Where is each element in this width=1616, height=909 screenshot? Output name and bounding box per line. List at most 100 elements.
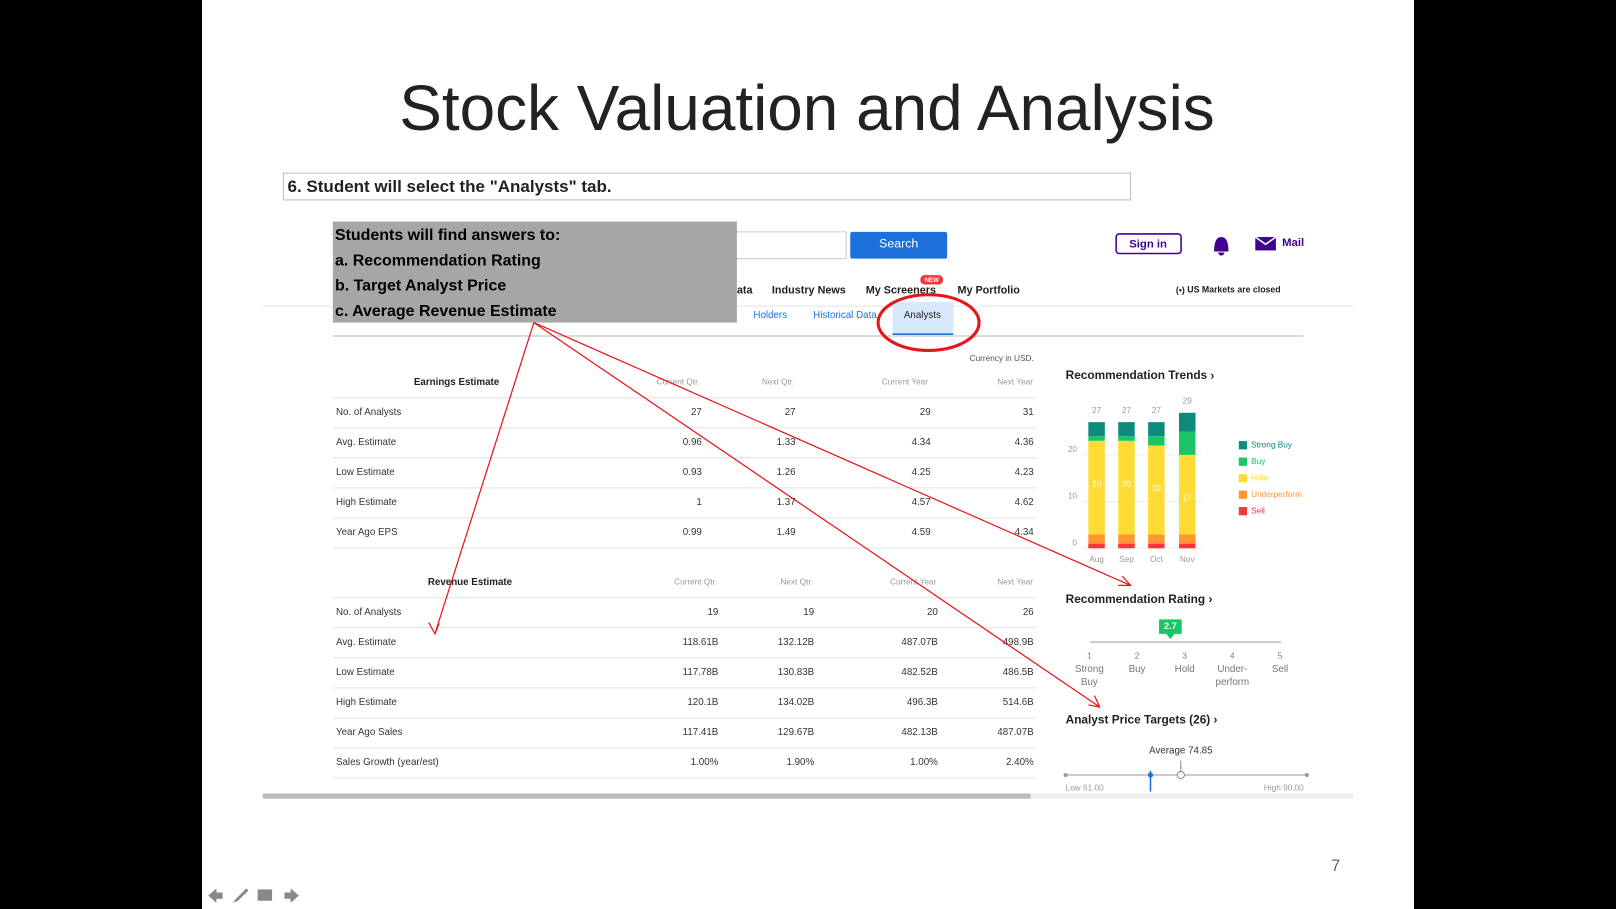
scale-label: Buy: [1129, 664, 1146, 675]
bar-segment: [1118, 534, 1135, 544]
legend-swatch: [1238, 507, 1248, 516]
rating-value: 2.7: [1164, 621, 1177, 631]
page-number: 7: [1331, 857, 1340, 875]
search-button[interactable]: [850, 231, 948, 259]
target-label: Low 61.00: [1066, 784, 1104, 793]
scale-label: 4: [1230, 652, 1235, 661]
trends-chart: 0 10 20 20 27 Aug 20 27 Sep 19 27 Oct 17 29 Nov Strong …: [1068, 397, 1302, 564]
rating-title[interactable]: Recommendation Rating ›: [1066, 592, 1213, 606]
x-tick-label: Sep: [1119, 555, 1134, 564]
cell: 487.07B: [997, 727, 1034, 738]
row-label: Avg. Estimate: [336, 637, 396, 648]
bar-segment: [1179, 454, 1196, 535]
current-dot: [1147, 772, 1154, 778]
price-targets: Average 74.85 Low 61.00 High 90.00: [1063, 745, 1309, 793]
bar-segment: [1179, 412, 1196, 432]
scale-label: 3: [1182, 652, 1187, 661]
cell: 486.5B: [1003, 667, 1034, 678]
legend-swatch: [1238, 441, 1248, 450]
cell: 4.59: [912, 527, 931, 538]
pen-icon[interactable]: [232, 888, 249, 903]
y-tick-label: 20: [1068, 445, 1078, 454]
cell: 514.6B: [1003, 697, 1034, 708]
scale-label: 2: [1135, 652, 1140, 661]
nav-item[interactable]: ata: [737, 284, 754, 296]
rating-bubble: [1159, 619, 1182, 639]
scroll-thumb[interactable]: [262, 793, 1031, 799]
nav-item[interactable]: Industry News: [772, 284, 846, 296]
mail-label[interactable]: Mail: [1282, 237, 1304, 249]
scale-label: perform: [1216, 677, 1250, 688]
bar-segment: [1088, 534, 1105, 544]
trends-title[interactable]: Recommendation Trends ›: [1066, 368, 1215, 382]
target-label-value: 74.85: [1188, 745, 1213, 756]
bar-total: 27: [1092, 406, 1102, 415]
cell: 117.78B: [683, 667, 719, 678]
cell: 4.25: [912, 467, 932, 478]
new-badge-text: NEW: [924, 277, 939, 284]
cell: 31: [1023, 407, 1034, 418]
next-icon[interactable]: [284, 888, 299, 903]
bell-icon[interactable]: [1214, 237, 1229, 256]
menu-icon[interactable]: [257, 889, 273, 901]
cell: 1.90%: [786, 757, 814, 768]
bar-total: 27: [1122, 406, 1132, 415]
cell: 117.41B: [683, 727, 719, 738]
targets-title[interactable]: Analyst Price Targets (26) ›: [1066, 713, 1218, 727]
scale-label: Strong: [1075, 664, 1104, 675]
target-label-value: 61.00: [1083, 784, 1104, 793]
bar-segment: [1148, 436, 1165, 446]
x-tick-label: Nov: [1180, 555, 1196, 564]
cell: 4.62: [1015, 497, 1034, 508]
cell: 482.13B: [901, 727, 938, 738]
arrow-targets: [533, 322, 1101, 708]
segment-label: 17: [1183, 493, 1193, 502]
rating: 1 Strong Buy 2 Buy 3 Hold 4 Under-perform 5 Sell 2.…: [1075, 619, 1288, 688]
x-tick-label: Aug: [1089, 555, 1104, 564]
segment-label: 20: [1122, 479, 1132, 488]
tab-historical[interactable]: Historical Data: [813, 310, 877, 321]
x-tick-label: Oct: [1150, 555, 1164, 564]
cell: 496.3B: [907, 697, 938, 708]
target-label-name: High: [1264, 784, 1281, 793]
search-input[interactable]: [720, 231, 847, 260]
column-header: Current Qtr.: [657, 378, 700, 387]
tab-analysts[interactable]: Analysts: [904, 310, 941, 321]
cell: 1: [696, 497, 701, 508]
rating-title-text: Recommendation Rating: [1066, 592, 1206, 606]
bar-segment: [1179, 543, 1196, 549]
cell: 4.34: [1015, 527, 1035, 538]
target-label: High 90.00: [1264, 784, 1304, 793]
cell: 4.23: [1015, 467, 1035, 478]
cell: 27: [785, 407, 796, 418]
prev-icon[interactable]: [208, 888, 223, 903]
sign-in-label: Sign in: [1129, 238, 1167, 250]
row-label: Low Estimate: [336, 467, 395, 478]
targets-title-text: Analyst Price Targets (26): [1066, 713, 1211, 727]
legend-label: Strong Buy: [1251, 440, 1293, 449]
mail-flap: [1254, 236, 1277, 246]
bar-segment: [1148, 445, 1165, 535]
sign-in-button[interactable]: [1115, 233, 1182, 255]
bar-segment: [1088, 436, 1105, 441]
tab-holders[interactable]: Holders: [753, 310, 787, 321]
column-header: Next Year: [997, 378, 1033, 387]
cell: 4.36: [1015, 437, 1035, 448]
cell: 498.9B: [1003, 637, 1034, 648]
row-label: Low Estimate: [336, 667, 395, 678]
callout-line: c. Average Revenue Estimate: [335, 303, 557, 320]
bar-total: 27: [1152, 406, 1162, 415]
row-label: Year Ago EPS: [336, 527, 398, 538]
cell: 29: [920, 407, 931, 418]
active-tab-bg: [892, 301, 954, 335]
new-badge: [920, 275, 944, 285]
scale-label: Under-: [1217, 664, 1247, 675]
callout-line: b. Target Analyst Price: [335, 278, 506, 295]
nav-item[interactable]: My Portfolio: [957, 284, 1020, 296]
nav-item[interactable]: My Screeners: [866, 284, 936, 296]
table-title: Earnings Estimate: [414, 377, 500, 388]
callout: Students will find answers to: a. Recomme…: [335, 227, 560, 320]
bar-segment: [1148, 534, 1165, 544]
column-header: Current Year: [890, 577, 936, 586]
